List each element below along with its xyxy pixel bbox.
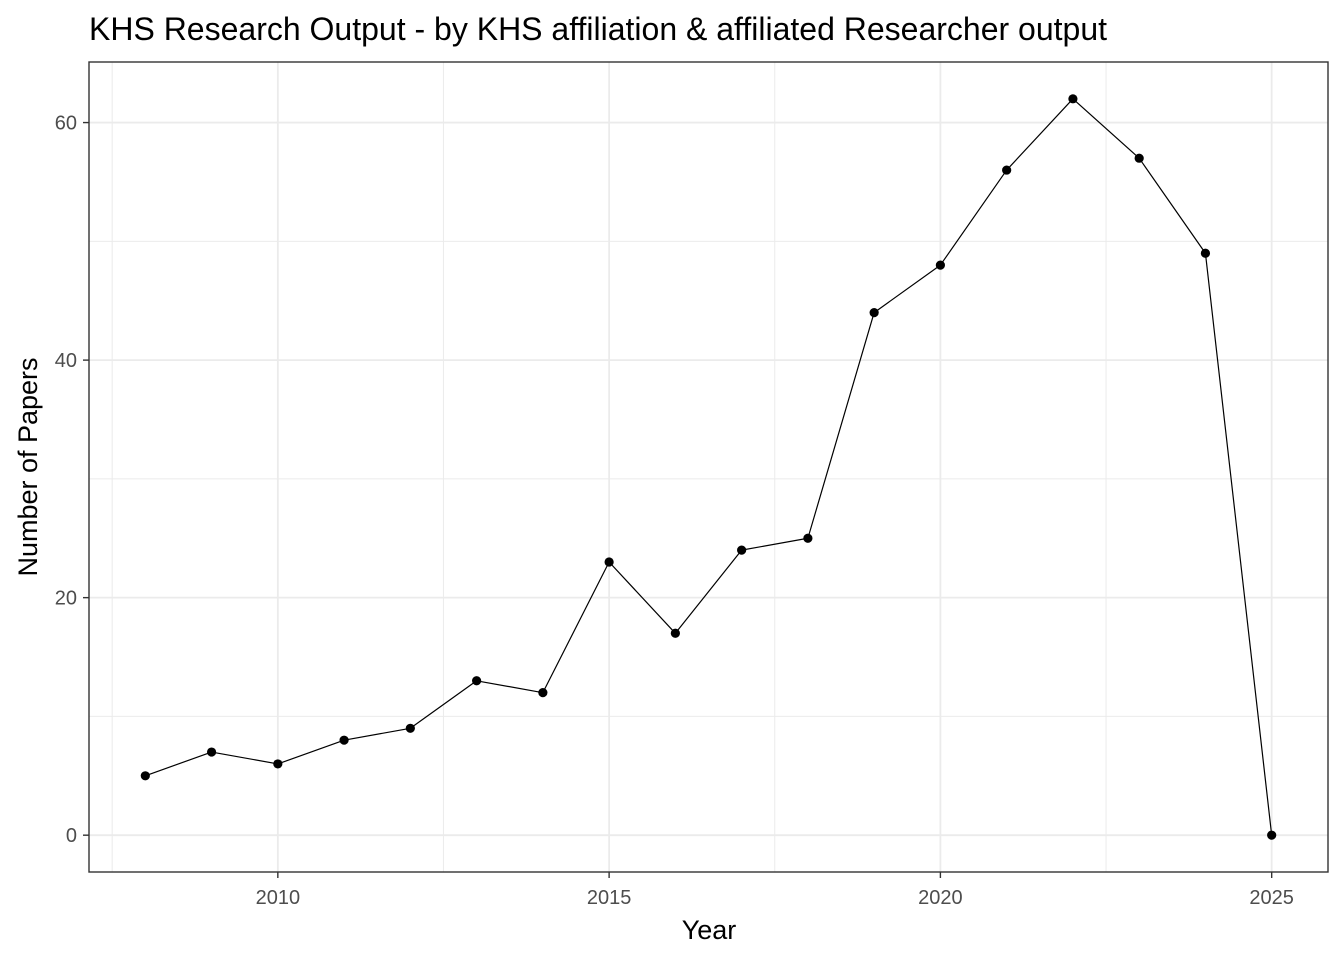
x-tick-label: 2010 — [256, 887, 301, 909]
panel-border — [88, 61, 1329, 873]
grid-lines — [89, 62, 1328, 872]
data-point — [339, 735, 349, 745]
data-point — [803, 533, 813, 543]
y-tick-label: 60 — [55, 113, 77, 135]
x-axis: 2010 2015 2020 2025 — [256, 872, 1294, 909]
y-axis-label: Number of Papers — [13, 357, 43, 576]
data-point — [1068, 94, 1078, 104]
data-point — [273, 759, 283, 769]
data-point — [140, 771, 150, 781]
data-point — [405, 723, 415, 733]
data-point — [670, 628, 680, 638]
data-point — [935, 260, 945, 270]
data-point — [737, 545, 747, 555]
x-tick-label: 2020 — [918, 887, 963, 909]
data-point — [604, 557, 614, 567]
y-tick-label: 0 — [66, 825, 77, 847]
data-point — [206, 747, 217, 757]
series-line — [145, 98, 1273, 836]
x-axis-label: Year — [682, 915, 737, 945]
data-point — [538, 688, 548, 698]
data-point — [1200, 248, 1211, 258]
data-point — [1267, 830, 1277, 840]
data-point — [869, 308, 879, 318]
data-point — [1002, 165, 1012, 175]
y-tick-label: 40 — [55, 350, 77, 372]
chart-title: KHS Research Output - by KHS affiliation… — [89, 11, 1107, 47]
x-tick-label: 2025 — [1249, 887, 1294, 909]
y-tick-label: 20 — [55, 588, 77, 610]
series-layer — [140, 94, 1277, 840]
data-point — [472, 676, 482, 686]
x-tick-label: 2015 — [587, 887, 632, 909]
y-axis: 0 20 40 60 — [55, 113, 89, 847]
data-point — [1134, 153, 1144, 163]
